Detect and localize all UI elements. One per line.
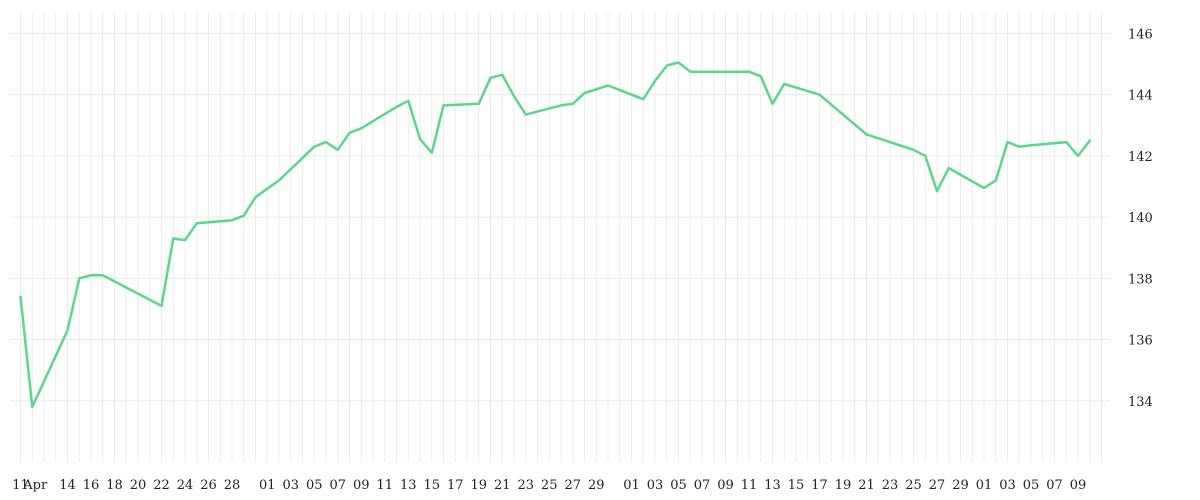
y-axis-tick-labels: 134 136 138 140 142 144 146 xyxy=(1128,27,1153,409)
x-tick-label: 01 xyxy=(259,478,276,493)
x-tick-label: 21 xyxy=(494,478,511,493)
x-tick-label: 03 xyxy=(647,478,664,493)
x-tick-label: 28 xyxy=(224,478,241,493)
x-tick-label: 11 xyxy=(741,478,758,493)
x-tick-label: 26 xyxy=(200,478,217,493)
x-tick-label: 05 xyxy=(306,478,323,493)
x-tick-label: 27 xyxy=(564,478,581,493)
x-tick-label: 29 xyxy=(952,478,969,493)
y-tick-label: 144 xyxy=(1128,89,1153,104)
y-tick-label: 136 xyxy=(1128,334,1153,349)
y-tick-label: 146 xyxy=(1128,27,1153,42)
x-tick-label: 20 xyxy=(130,478,147,493)
x-tick-label: 01 xyxy=(976,478,993,493)
x-tick-label: 29 xyxy=(588,478,605,493)
x-tick-label: 05 xyxy=(670,478,687,493)
x-tick-label: 24 xyxy=(177,478,194,493)
x-tick-label: 22 xyxy=(153,478,170,493)
x-tick-label: 07 xyxy=(694,478,711,493)
x-tick-label: 01 xyxy=(623,478,640,493)
y-tick-label: 138 xyxy=(1128,272,1153,287)
x-tick-label: 27 xyxy=(929,478,946,493)
x-tick-label: 13 xyxy=(400,478,417,493)
x-tick-label: 13 xyxy=(764,478,781,493)
x-tick-label: 25 xyxy=(541,478,558,493)
x-tick-label: 19 xyxy=(835,478,852,493)
x-tick-label: 23 xyxy=(882,478,899,493)
y-tick-label: 142 xyxy=(1128,150,1153,165)
x-tick-label: 05 xyxy=(1023,478,1040,493)
x-tick-label: 16 xyxy=(83,478,100,493)
x-tick-label: 19 xyxy=(470,478,487,493)
x-tick-label: 09 xyxy=(1070,478,1087,493)
x-tick-label: 25 xyxy=(905,478,922,493)
x-tick-label: 15 xyxy=(788,478,805,493)
x-tick-label: 23 xyxy=(517,478,534,493)
x-tick-label: 11 xyxy=(376,478,393,493)
x-tick-label: 07 xyxy=(1046,478,1063,493)
x-tick-label: 18 xyxy=(106,478,123,493)
x-tick-label: 15 xyxy=(423,478,440,493)
x-tick-label: 14 xyxy=(59,478,76,493)
x-tick-label: 07 xyxy=(329,478,346,493)
x-tick-label: 03 xyxy=(282,478,299,493)
x-tick-label: 11 xyxy=(12,478,29,493)
x-tick-label: 09 xyxy=(717,478,734,493)
x-tick-label: 03 xyxy=(999,478,1016,493)
y-tick-label: 134 xyxy=(1128,395,1153,410)
x-tick-label: 17 xyxy=(447,478,464,493)
x-tick-label: Apr xyxy=(22,478,48,493)
y-tick-label: 140 xyxy=(1128,211,1153,226)
x-tick-label: 17 xyxy=(811,478,828,493)
x-tick-label: 21 xyxy=(858,478,875,493)
horizontal-gridlines xyxy=(10,32,1110,402)
vertical-gridlines xyxy=(20,12,1102,462)
price-series-line xyxy=(19,61,1092,409)
x-tick-label: 09 xyxy=(353,478,370,493)
